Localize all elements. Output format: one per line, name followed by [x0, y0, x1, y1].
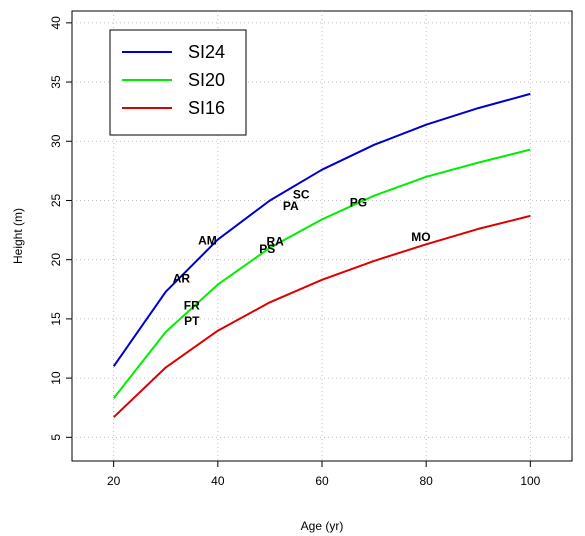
point-label-ps: PS — [259, 242, 275, 256]
legend: SI24 SI20 SI16 — [109, 29, 247, 136]
point-label-pg: PG — [350, 196, 367, 210]
y-tick-label: 30 — [49, 134, 63, 148]
y-tick-label: 20 — [49, 253, 63, 267]
point-label-ra: RA — [266, 235, 284, 249]
x-tick-label: 20 — [107, 474, 121, 488]
curves — [112, 92, 531, 418]
x-tick-label: 60 — [315, 474, 329, 488]
series-line-si20 — [112, 148, 531, 399]
point-label-fr: FR — [184, 299, 200, 313]
series-line-si24 — [112, 92, 531, 367]
point-label-pt: PT — [184, 314, 200, 328]
grid — [72, 11, 572, 461]
point-label-ar: AR — [173, 271, 191, 285]
point-label-am: AM — [198, 234, 217, 248]
legend-label-si16: SI16 — [188, 98, 225, 118]
point-label-mo: MO — [411, 230, 430, 244]
y-tick-label: 25 — [49, 193, 63, 207]
x-tick-label: 100 — [520, 474, 540, 488]
y-tick-label: 15 — [49, 312, 63, 326]
x-axis: 20 40 60 80 100 — [107, 461, 541, 488]
y-tick-label: 40 — [49, 16, 63, 30]
x-axis-label: Age (yr) — [301, 519, 344, 533]
x-tick-label: 80 — [419, 474, 433, 488]
y-axis: 5 10 15 20 25 30 35 40 — [49, 16, 72, 441]
point-label-pa: PA — [283, 199, 299, 213]
legend-label-si24: SI24 — [188, 42, 225, 62]
y-tick-label: 10 — [49, 371, 63, 385]
point-label-sc: SC — [293, 187, 310, 201]
legend-label-si20: SI20 — [188, 70, 225, 90]
y-axis-label: Height (m) — [11, 208, 25, 264]
y-tick-label: 5 — [49, 434, 63, 441]
y-tick-label: 35 — [49, 75, 63, 89]
series-line-si16 — [113, 214, 531, 418]
legend-box — [109, 29, 247, 136]
x-tick-label: 40 — [211, 474, 225, 488]
